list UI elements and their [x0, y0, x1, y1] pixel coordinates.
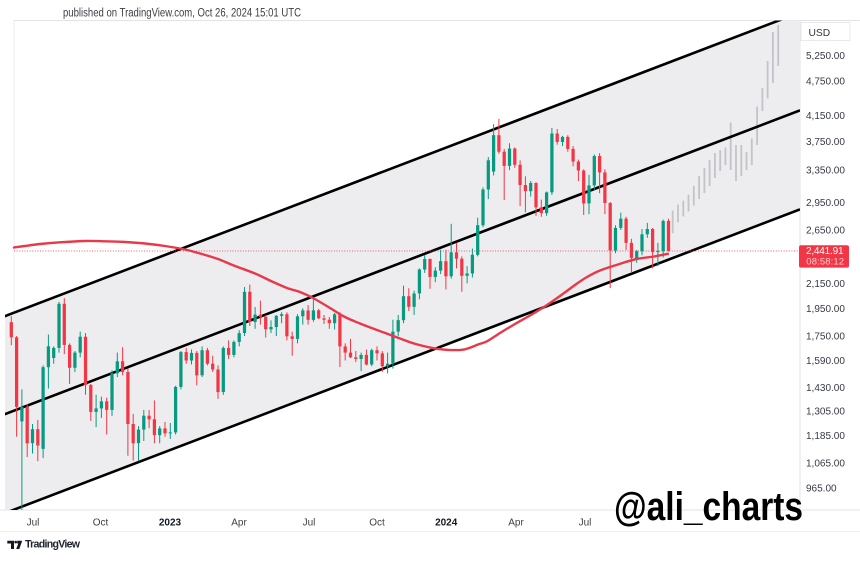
- svg-text:5,250.00: 5,250.00: [806, 51, 845, 62]
- svg-text:Apr: Apr: [231, 517, 247, 528]
- svg-text:2,950.00: 2,950.00: [806, 198, 845, 209]
- svg-text:1,950.00: 1,950.00: [806, 304, 845, 315]
- svg-text:4,750.00: 4,750.00: [806, 76, 845, 87]
- svg-text:1,590.00: 1,590.00: [806, 356, 845, 367]
- svg-text:TradingView: TradingView: [25, 539, 81, 551]
- svg-text:2,650.00: 2,650.00: [806, 226, 845, 237]
- svg-text:published on TradingView.com,: published on TradingView.com, Oct 26, 20…: [63, 8, 301, 20]
- svg-text:Oct: Oct: [369, 517, 385, 528]
- svg-text:2,150.00: 2,150.00: [806, 279, 845, 290]
- svg-text:1,305.00: 1,305.00: [806, 407, 845, 418]
- svg-text:3,350.00: 3,350.00: [806, 166, 845, 177]
- svg-text:1,750.00: 1,750.00: [806, 332, 845, 343]
- svg-text:@ali_charts: @ali_charts: [614, 485, 803, 529]
- svg-text:Jul: Jul: [303, 517, 316, 528]
- svg-text:USD: USD: [809, 28, 831, 39]
- svg-text:Oct: Oct: [93, 517, 109, 528]
- svg-text:2023: 2023: [159, 517, 182, 528]
- svg-text:965.00: 965.00: [806, 484, 837, 495]
- svg-text:1,065.00: 1,065.00: [806, 458, 845, 469]
- svg-text:1,185.00: 1,185.00: [806, 431, 845, 442]
- svg-text:2,441.91: 2,441.91: [806, 246, 844, 257]
- svg-text:4,150.00: 4,150.00: [806, 111, 845, 122]
- svg-text:2024: 2024: [435, 517, 458, 528]
- svg-text:Apr: Apr: [508, 517, 524, 528]
- svg-text:08:58:12: 08:58:12: [806, 257, 844, 268]
- svg-text:3,750.00: 3,750.00: [806, 137, 845, 148]
- svg-text:Jul: Jul: [27, 517, 40, 528]
- svg-text:Jul: Jul: [579, 517, 592, 528]
- svg-text:1,430.00: 1,430.00: [806, 383, 845, 394]
